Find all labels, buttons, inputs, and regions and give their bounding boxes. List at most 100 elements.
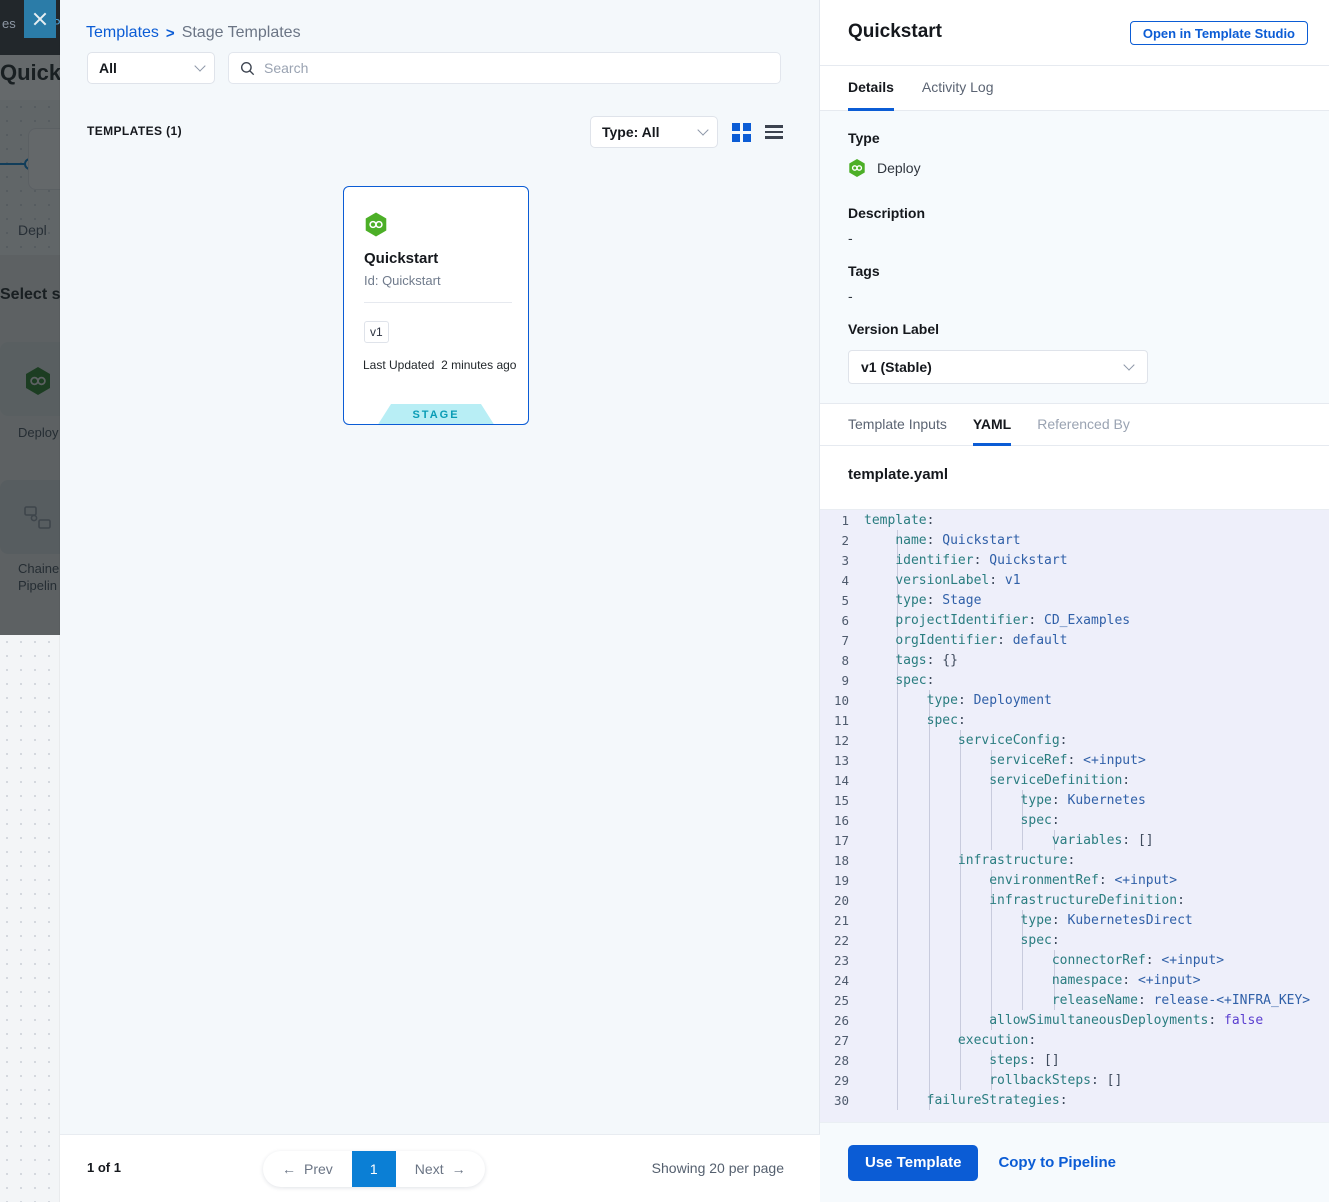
scope-filter-select[interactable]: All	[87, 52, 215, 84]
yaml-line-code: type: Kubernetes	[1020, 792, 1146, 808]
yaml-line-code: template:	[864, 512, 935, 528]
yaml-line-code: type: Stage	[895, 592, 982, 608]
copy-to-pipeline-button[interactable]: Copy to Pipeline	[998, 1154, 1116, 1171]
use-template-button[interactable]: Use Template	[848, 1144, 979, 1181]
deploy-hexagon-icon	[365, 212, 387, 237]
yaml-line: 28 steps: []	[820, 1050, 1329, 1070]
templates-list-pane: Templates > Stage Templates All Search T	[60, 0, 820, 1202]
version-label-select[interactable]: v1 (Stable)	[848, 350, 1148, 384]
description-value: -	[848, 230, 853, 246]
yaml-line-code: name: Quickstart	[895, 532, 1021, 548]
yaml-line-number: 5	[841, 592, 849, 608]
yaml-line-code: connectorRef: <+input>	[1051, 952, 1225, 968]
yaml-line-number: 25	[833, 992, 849, 1008]
next-page-button[interactable]: Next →	[396, 1151, 485, 1187]
yaml-line-code: spec:	[926, 712, 966, 728]
yaml-line-code: execution:	[957, 1032, 1037, 1048]
tab-referenced-by[interactable]: Referenced By	[1037, 415, 1130, 432]
yaml-line-number: 14	[833, 772, 849, 788]
yaml-line-number: 19	[833, 872, 849, 888]
details-tabs: Details Activity Log	[820, 66, 1329, 111]
breadcrumb-templates-link[interactable]: Templates	[86, 24, 159, 41]
scope-filter-value: All	[99, 60, 117, 76]
details-footer: Use Template Copy to Pipeline	[820, 1122, 1329, 1202]
yaml-line: 24 namespace: <+input>	[820, 970, 1329, 990]
type-value: Deploy	[877, 160, 921, 176]
version-label-title: Version Label	[848, 321, 940, 337]
description-label: Description	[848, 205, 926, 221]
yaml-line: 12 serviceConfig:	[820, 730, 1329, 750]
yaml-line-number: 2	[841, 532, 849, 548]
template-card[interactable]: Quickstart Id: Quickstart v1 Last Update…	[343, 186, 529, 425]
yaml-line-code: allowSimultaneousDeployments: false	[989, 1012, 1264, 1028]
yaml-line: 21 type: KubernetesDirect	[820, 910, 1329, 930]
tags-label: Tags	[848, 263, 880, 279]
yaml-line: 1 template:	[820, 510, 1329, 530]
yaml-line-code: type: Deployment	[926, 692, 1052, 708]
yaml-line: 27 execution:	[820, 1030, 1329, 1050]
yaml-line-number: 9	[841, 672, 849, 688]
yaml-line: 13 serviceRef: <+input>	[820, 750, 1329, 770]
yaml-line: 25 releaseName: release-<+INFRA_KEY>	[820, 990, 1329, 1010]
yaml-line-number: 15	[833, 792, 849, 808]
yaml-tabs: Template Inputs YAML Referenced By	[820, 403, 1329, 446]
yaml-line-code: serviceDefinition:	[989, 772, 1131, 788]
page-of-label: 1 of 1	[87, 1160, 121, 1175]
page-number-1[interactable]: 1	[351, 1151, 396, 1187]
details-body: Type Deploy Description - Tags - Version…	[848, 130, 1298, 384]
background-breadcrumb-prefix: es	[2, 16, 16, 31]
details-header: Quickstart Open in Template Studio	[820, 0, 1329, 66]
tab-details[interactable]: Details	[848, 66, 894, 111]
grid-view-icon[interactable]	[732, 122, 751, 142]
yaml-line-number: 20	[833, 892, 849, 908]
template-card-title: Quickstart	[364, 250, 439, 267]
yaml-line-number: 10	[833, 692, 849, 708]
yaml-line-number: 29	[833, 1072, 849, 1088]
arrow-left-icon: ←	[282, 1161, 296, 1177]
yaml-line: 30 failureStrategies:	[820, 1090, 1329, 1110]
chevron-down-icon	[697, 124, 709, 136]
yaml-line-code: variables: []	[1051, 832, 1154, 848]
yaml-line-code: infrastructure:	[957, 852, 1076, 868]
yaml-line-number: 18	[833, 852, 849, 868]
yaml-line: 23 connectorRef: <+input>	[820, 950, 1329, 970]
yaml-line-code: releaseName: release-<+INFRA_KEY>	[1051, 992, 1311, 1008]
yaml-line-code: spec:	[895, 672, 935, 688]
close-icon[interactable]	[24, 0, 56, 38]
type-value-row: Deploy	[848, 158, 1298, 178]
yaml-line: 4 versionLabel: v1	[820, 570, 1329, 590]
yaml-filename-bar: template.yaml	[820, 446, 1329, 510]
yaml-line-number: 4	[841, 572, 849, 588]
yaml-line: 19 environmentRef: <+input>	[820, 870, 1329, 890]
search-input[interactable]: Search	[228, 52, 781, 84]
yaml-line-code: environmentRef: <+input>	[989, 872, 1178, 888]
list-view-icon[interactable]	[765, 125, 783, 139]
yaml-line-code: namespace: <+input>	[1051, 972, 1201, 988]
prev-page-button[interactable]: ← Prev	[263, 1151, 352, 1187]
yaml-line-number: 8	[841, 652, 849, 668]
yaml-line: 20 infrastructureDefinition:	[820, 890, 1329, 910]
yaml-line-code: identifier: Quickstart	[895, 552, 1068, 568]
yaml-code-editor[interactable]: 1 template: 2 name: Quickstart 3 identifier…	[820, 510, 1329, 1122]
yaml-line-number: 12	[833, 732, 849, 748]
last-updated-value: 2 minutes ago	[441, 358, 517, 372]
tab-activity-log[interactable]: Activity Log	[921, 79, 994, 95]
yaml-line: 3 identifier: Quickstart	[820, 550, 1329, 570]
yaml-line-number: 17	[833, 832, 849, 848]
open-in-template-studio-button[interactable]: Open in Template Studio	[1129, 21, 1308, 45]
next-label: Next	[414, 1161, 444, 1177]
type-filter-select[interactable]: Type: All	[590, 116, 718, 148]
yaml-line: 5 type: Stage	[820, 590, 1329, 610]
template-card-version-badge: v1	[364, 321, 389, 343]
yaml-line-code: tags: {}	[895, 652, 958, 668]
tab-template-inputs[interactable]: Template Inputs	[848, 415, 947, 432]
yaml-line-code: spec:	[1020, 932, 1060, 948]
yaml-line-number: 26	[833, 1012, 849, 1028]
tab-yaml[interactable]: YAML	[972, 404, 1012, 446]
yaml-line-code: spec:	[1020, 812, 1060, 828]
yaml-line: 8 tags: {}	[820, 650, 1329, 670]
yaml-line-number: 13	[833, 752, 849, 768]
filter-row: All Search	[87, 52, 781, 84]
list-controls: Type: All	[590, 116, 783, 148]
